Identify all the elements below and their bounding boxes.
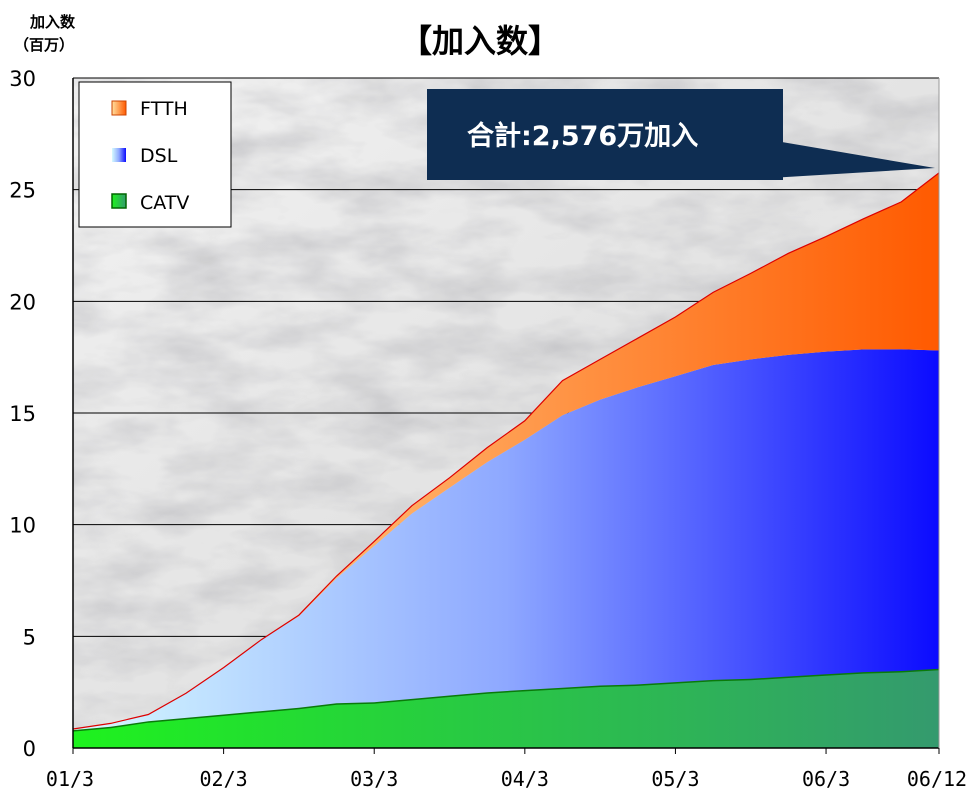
callout-pointer (770, 140, 935, 178)
line-ftth (72, 172, 940, 730)
y-tick-label: 25 (9, 179, 36, 203)
y-axis-label-line2: （百万） (14, 36, 74, 54)
x-tick-label: 06/12 (907, 767, 967, 791)
area-ftth (73, 172, 939, 729)
legend-label-ftth: FTTH (140, 98, 188, 120)
y-tick-label: 5 (23, 625, 36, 649)
legend-swatch-ftth (111, 100, 127, 116)
total-callout: 合計:2,576万加入 (427, 89, 935, 180)
legend: FTTH DSL CATV (78, 81, 232, 228)
y-tick-label: 15 (9, 402, 36, 426)
y-tick-label: 10 (9, 514, 36, 538)
chart-title: 【加入数】 (400, 22, 560, 60)
legend-swatch-catv (111, 193, 127, 209)
y-tick-labels: 0 5 10 15 20 25 30 (9, 67, 36, 761)
x-tick-label: 03/3 (350, 767, 398, 791)
y-tick-label: 0 (23, 737, 36, 761)
x-tick-label: 05/3 (651, 767, 699, 791)
legend-swatch-dsl (112, 148, 126, 162)
x-tick-labels: 01/3 02/3 03/3 04/3 05/3 06/3 06/12 (46, 748, 967, 791)
legend-box (78, 81, 232, 228)
callout-text: 合計:2,576万加入 (467, 120, 698, 152)
callout-box (427, 89, 783, 180)
x-tick-label: 02/3 (200, 767, 248, 791)
y-tick-label: 20 (9, 290, 36, 314)
x-tick-label: 01/3 (46, 767, 94, 791)
area-dsl (73, 349, 939, 731)
area-catv (73, 668, 939, 748)
x-tick-label: 04/3 (501, 767, 549, 791)
y-axis-label-line1: 加入数 (29, 13, 76, 31)
legend-label-catv: CATV (140, 192, 189, 214)
x-tick-label: 06/3 (802, 767, 850, 791)
stacked-areas (72, 172, 940, 748)
legend-label-dsl: DSL (140, 145, 178, 167)
y-tick-label: 30 (9, 67, 36, 91)
